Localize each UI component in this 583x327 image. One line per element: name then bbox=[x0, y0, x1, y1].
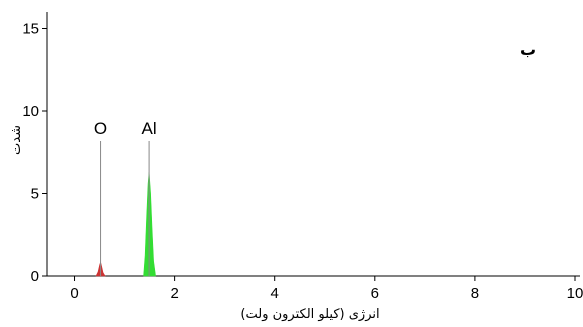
y-tick-label: 5 bbox=[31, 186, 39, 203]
x-tick-label: 10 bbox=[567, 285, 583, 302]
peak-label-o: O bbox=[94, 119, 107, 138]
x-tick-label: 6 bbox=[371, 285, 379, 302]
x-tick-label: 4 bbox=[271, 285, 279, 302]
x-tick-label: 0 bbox=[70, 285, 78, 302]
panel-label: ب bbox=[520, 40, 536, 59]
x-axis-title: انرژی (کیلو الکترون ولت) bbox=[240, 307, 379, 322]
y-axis-title: شدت bbox=[9, 125, 24, 155]
x-tick-label: 2 bbox=[170, 285, 178, 302]
tick-labels: 0 2 4 6 8 10 0 5 10 15 bbox=[22, 21, 583, 303]
y-tick-label: 0 bbox=[31, 268, 39, 285]
y-tick-label: 15 bbox=[22, 21, 39, 38]
y-tick-label: 10 bbox=[22, 103, 39, 120]
peak-label-al: Al bbox=[142, 119, 157, 138]
axes bbox=[46, 12, 580, 277]
peak-markers: O Al bbox=[94, 119, 157, 276]
x-tick-label: 8 bbox=[471, 285, 479, 302]
spectrum-series bbox=[95, 172, 156, 277]
